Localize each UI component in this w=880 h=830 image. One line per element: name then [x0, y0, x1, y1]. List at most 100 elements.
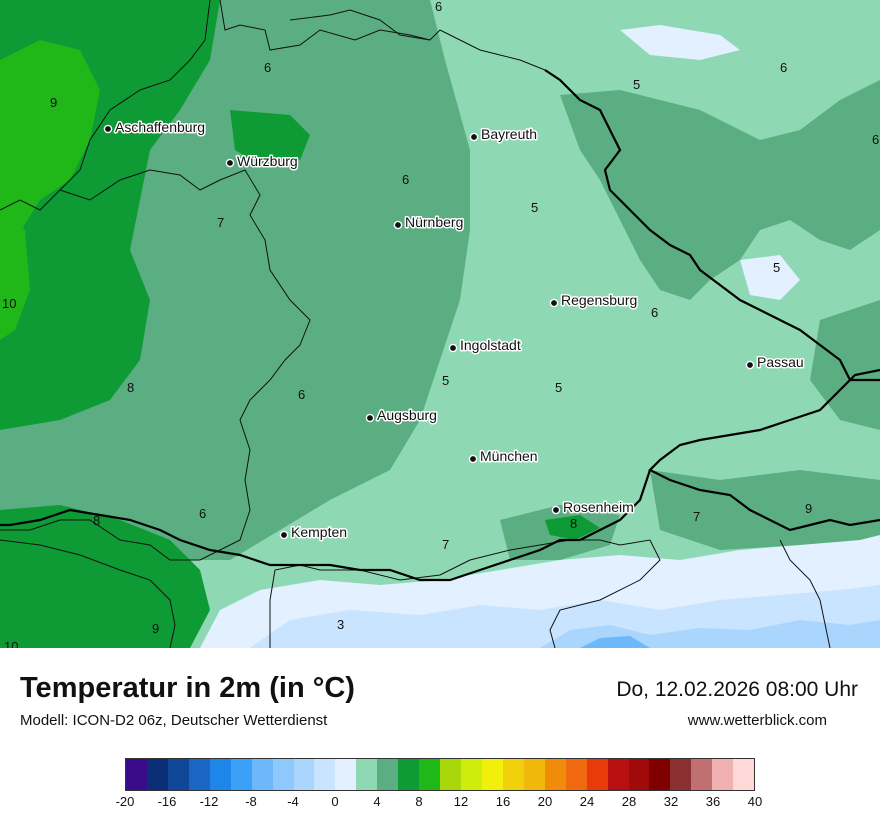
scale-tick-label: 0	[331, 794, 339, 809]
color-swatch	[670, 759, 692, 790]
city-markers: Aschaffenburg Würzburg Bayreuth Nürnberg…	[103, 118, 805, 542]
city-bayreuth: Bayreuth	[469, 125, 539, 144]
color-swatch	[126, 759, 147, 790]
isotherm-label: 6	[872, 132, 879, 147]
color-swatch	[502, 759, 524, 790]
isotherm-label: 5	[773, 260, 780, 275]
city-dot	[103, 124, 113, 134]
city-label: München	[480, 448, 538, 464]
isotherm-label: 8	[93, 513, 100, 528]
color-swatch	[167, 759, 189, 790]
isotherm-label: 8	[570, 516, 577, 531]
isotherm-label: 10	[4, 639, 18, 648]
isotherm-label: 6	[780, 60, 787, 75]
temp-zone-3-4	[740, 255, 800, 300]
scale-tick-label: -8	[245, 794, 257, 809]
scale-tick-label: -4	[287, 794, 299, 809]
country-border	[0, 69, 880, 582]
city-dot	[448, 343, 458, 353]
city-dot	[225, 158, 235, 168]
temp-zone-10-12	[0, 40, 100, 250]
city-dot	[365, 413, 375, 423]
scale-tick-label: -12	[199, 794, 219, 809]
color-swatch	[230, 759, 252, 790]
isotherm-labels: 6 9 6 5 6 6 6 5 7 10 5 6 5 8 6 5 8 6 7 8…	[2, 0, 879, 648]
color-swatch	[440, 759, 461, 790]
city-label: Ingolstadt	[460, 337, 521, 353]
color-swatch	[251, 759, 273, 790]
scale-tick-label: 24	[579, 794, 595, 809]
city-wuerzburg: Würzburg	[225, 152, 299, 171]
forecast-datetime: Do, 12.02.2026 08:00 Uhr	[616, 678, 858, 701]
scale-tick-label: 28	[621, 794, 637, 809]
isotherm-label: 5	[442, 373, 449, 388]
city-label: Aschaffenburg	[115, 119, 205, 135]
city-label: Augsburg	[377, 407, 437, 423]
isotherm-label: 6	[264, 60, 271, 75]
isotherm-label: 3	[337, 617, 344, 632]
temp-zone-8-10	[230, 110, 310, 165]
website-label: www.wetterblick.com	[687, 712, 827, 729]
color-swatch	[523, 759, 545, 790]
temp-zone-minus	[580, 636, 650, 648]
map-title: Temperatur in 2m (in °C)	[20, 672, 355, 704]
color-swatch	[565, 759, 587, 790]
color-swatch	[712, 759, 734, 790]
isotherm-label: 7	[217, 215, 224, 230]
scale-tick-label: 4	[373, 794, 381, 809]
temp-zone-10-12	[0, 200, 30, 340]
city-kempten: Kempten	[279, 523, 349, 542]
scale-tick-label: 12	[453, 794, 469, 809]
city-dot	[745, 360, 755, 370]
color-swatch	[356, 759, 378, 790]
temp-zone-6-8	[810, 300, 880, 430]
temp-zone-8-10	[0, 505, 210, 648]
city-label: Regensburg	[561, 292, 637, 308]
color-swatch	[481, 759, 503, 790]
city-muenchen: München	[468, 447, 539, 466]
color-swatch	[733, 759, 755, 790]
city-dot	[279, 530, 289, 540]
city-regensburg: Regensburg	[549, 291, 639, 310]
isotherm-label: 9	[805, 501, 812, 516]
scale-tick-label: 16	[495, 794, 511, 809]
isotherm-label: 8	[127, 380, 134, 395]
color-scale-bar	[125, 758, 755, 791]
color-swatch	[649, 759, 671, 790]
border-lines	[0, 0, 831, 648]
color-swatch	[628, 759, 650, 790]
color-swatch	[314, 759, 336, 790]
color-swatch	[544, 759, 566, 790]
city-label: Würzburg	[237, 153, 298, 169]
color-scale-ticks: -20 -16 -12 -8 -4 0 4 8 12 16 20 24 28 32 36 40	[116, 794, 763, 814]
model-info: Modell: ICON-D2 06z, Deutscher Wetterdie…	[20, 712, 328, 729]
scale-tick-label: 32	[663, 794, 679, 809]
isotherm-label: 5	[531, 200, 538, 215]
color-swatch	[146, 759, 168, 790]
scale-tick-label: 20	[537, 794, 553, 809]
city-passau: Passau	[745, 353, 805, 372]
city-dot	[393, 220, 403, 230]
color-swatch	[209, 759, 231, 790]
info-panel: Temperatur in 2m (in °C) Modell: ICON-D2…	[0, 648, 880, 830]
color-swatch	[461, 759, 482, 790]
isotherm-label: 7	[442, 537, 449, 552]
isotherm-label: 9	[50, 95, 57, 110]
city-ingolstadt: Ingolstadt	[448, 336, 522, 355]
color-swatch	[691, 759, 713, 790]
city-dot	[551, 505, 561, 515]
city-label: Passau	[757, 354, 804, 370]
city-label: Rosenheim	[563, 499, 634, 515]
temp-zone-8-10	[545, 515, 600, 540]
scale-tick-label: 36	[705, 794, 721, 809]
scale-tick-label: -20	[115, 794, 135, 809]
color-swatch	[188, 759, 210, 790]
city-dot	[549, 298, 559, 308]
isotherm-label: 9	[152, 621, 159, 636]
isotherm-label: 6	[298, 387, 305, 402]
color-swatch	[586, 759, 608, 790]
color-swatch	[293, 759, 315, 790]
isotherm-label: 6	[435, 0, 442, 14]
city-dot	[469, 132, 479, 142]
isotherm-label: 6	[651, 305, 658, 320]
